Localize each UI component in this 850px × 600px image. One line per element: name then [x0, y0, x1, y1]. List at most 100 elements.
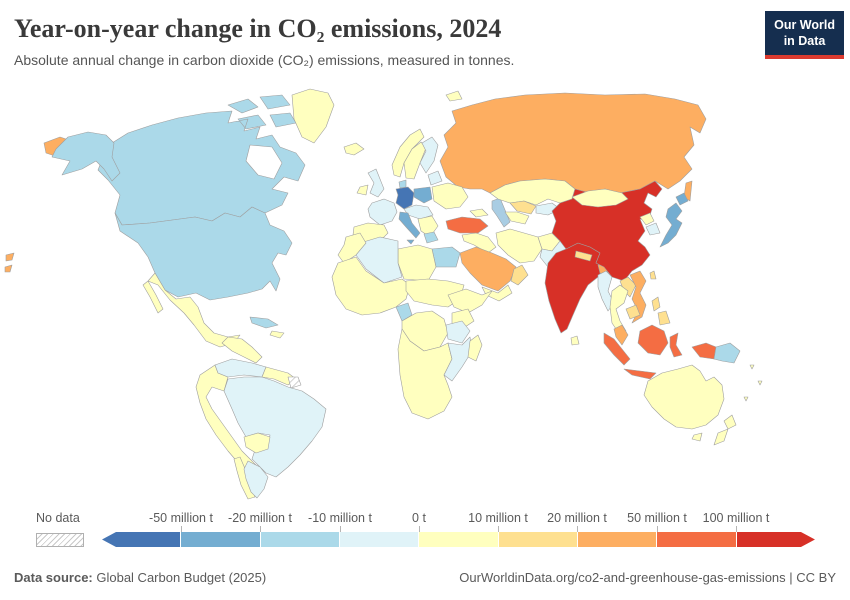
owid-logo[interactable]: Our World in Data — [765, 11, 844, 59]
region-argentina[interactable] — [243, 460, 269, 499]
region-east-siberia-sliver[interactable] — [4, 252, 15, 273]
region-norway[interactable] — [391, 128, 425, 178]
legend-bin-7[interactable] — [656, 532, 736, 547]
region-sakhalin[interactable] — [683, 180, 693, 202]
region-vietnam[interactable] — [629, 270, 647, 324]
region-mongolia[interactable] — [571, 188, 629, 208]
region-hispaniola[interactable] — [269, 330, 285, 339]
region-tanzania[interactable] — [445, 320, 471, 344]
region-taiwan[interactable] — [649, 270, 657, 280]
region-java[interactable] — [623, 368, 657, 380]
region-papua-new-guinea[interactable] — [713, 342, 741, 364]
region-guyanas[interactable] — [261, 366, 297, 386]
region-oman[interactable] — [510, 264, 529, 286]
legend-bin-8[interactable] — [736, 532, 815, 547]
region-french-guiana[interactable] — [287, 376, 302, 389]
region-borneo[interactable] — [637, 324, 669, 356]
region-sri-lanka[interactable] — [570, 335, 580, 346]
legend-bin-1[interactable] — [180, 532, 260, 547]
region-iceland[interactable] — [343, 142, 365, 156]
owid-logo-line1: Our World — [774, 18, 835, 32]
legend-tick-label: 100 million t — [702, 511, 770, 525]
region-madagascar[interactable] — [467, 334, 483, 362]
region-cambodia[interactable] — [625, 304, 641, 320]
region-poland[interactable] — [413, 186, 433, 204]
region-malaysia[interactable] — [613, 324, 629, 346]
legend-no-data-label: No data — [36, 511, 80, 525]
legend-bin-3[interactable] — [338, 532, 419, 547]
region-levant[interactable] — [461, 232, 497, 254]
region-west-africa[interactable] — [331, 256, 411, 316]
region-germany[interactable] — [395, 186, 415, 210]
region-algeria[interactable] — [355, 236, 403, 284]
region-russia[interactable] — [439, 92, 707, 194]
legend-no-data-swatch[interactable] — [36, 533, 84, 547]
region-baltics[interactable] — [427, 170, 443, 186]
region-finland[interactable] — [419, 136, 439, 174]
region-ukraine[interactable] — [431, 182, 469, 210]
region-cuba[interactable] — [249, 316, 279, 329]
legend-bin-0[interactable] — [102, 532, 181, 547]
owid-logo-line2: in Data — [783, 34, 826, 49]
region-sumatra[interactable] — [603, 332, 631, 366]
legend-bin-4[interactable] — [418, 532, 498, 547]
legend-bin-5[interactable] — [497, 532, 577, 547]
region-balkans[interactable] — [417, 215, 439, 238]
region-greece[interactable] — [423, 231, 439, 244]
chart-footer: Data source: Global Carbon Budget (2025)… — [14, 570, 836, 585]
region-uk[interactable] — [367, 168, 385, 198]
region-greenland[interactable] — [291, 88, 335, 144]
legend-bin-2[interactable] — [259, 532, 339, 547]
region-libya[interactable] — [397, 244, 437, 282]
region-saudi-arabia[interactable] — [459, 246, 517, 292]
region-tasmania[interactable] — [691, 432, 703, 442]
region-thailand[interactable] — [609, 284, 629, 336]
region-ireland[interactable] — [356, 184, 369, 196]
region-venezuela[interactable] — [214, 358, 267, 378]
region-sulawesi[interactable] — [669, 332, 683, 358]
region-colombia-peru[interactable] — [195, 364, 259, 472]
region-egypt[interactable] — [431, 246, 461, 268]
world-map-svg — [4, 88, 763, 500]
region-west-papua[interactable] — [691, 342, 717, 360]
region-pacific-islands[interactable] — [743, 364, 763, 402]
region-mozambique[interactable] — [443, 336, 473, 382]
legend-tick-label: 50 million t — [627, 511, 687, 525]
legend-tick — [419, 526, 420, 532]
region-nepal[interactable] — [574, 250, 593, 262]
region-japan[interactable] — [659, 192, 689, 248]
legend-tick — [340, 526, 341, 532]
region-italy[interactable] — [398, 211, 421, 245]
legend-tick-label: -20 million t — [228, 511, 292, 525]
region-alaska[interactable] — [51, 131, 121, 182]
region-france[interactable] — [367, 198, 398, 226]
region-new-zealand[interactable] — [713, 414, 737, 446]
region-southern-africa[interactable] — [397, 328, 453, 420]
region-central-america[interactable] — [221, 336, 263, 364]
region-philippines[interactable] — [651, 296, 671, 326]
region-denmark[interactable] — [398, 179, 407, 189]
legend-tick — [577, 526, 578, 532]
region-iran[interactable] — [495, 228, 543, 264]
region-bolivia-paraguay[interactable] — [243, 432, 271, 454]
legend-tick — [657, 526, 658, 532]
region-south-korea[interactable] — [645, 222, 661, 236]
chart-subtitle: Absolute annual change in carbon dioxide… — [14, 52, 515, 68]
legend-bin-6[interactable] — [576, 532, 657, 547]
region-india[interactable] — [544, 242, 605, 334]
legend-tick-label: 0 t — [412, 511, 426, 525]
region-svalbard[interactable] — [445, 90, 463, 102]
region-caucasus[interactable] — [469, 208, 489, 218]
legend-tick-label: -50 million t — [149, 511, 213, 525]
footer-link[interactable]: OurWorldinData.org/co2-and-greenhouse-ga… — [459, 570, 836, 585]
legend-tick-label: 20 million t — [547, 511, 607, 525]
region-canada[interactable] — [97, 94, 306, 226]
region-north-korea[interactable] — [639, 212, 655, 226]
region-ethiopia[interactable] — [447, 288, 493, 314]
region-turkey[interactable] — [445, 216, 489, 234]
region-uzbekistan[interactable] — [509, 200, 537, 215]
region-australia[interactable] — [643, 364, 725, 430]
legend-tick — [736, 526, 737, 532]
region-turkmenistan[interactable] — [504, 211, 530, 225]
region-sweden[interactable] — [403, 141, 427, 180]
